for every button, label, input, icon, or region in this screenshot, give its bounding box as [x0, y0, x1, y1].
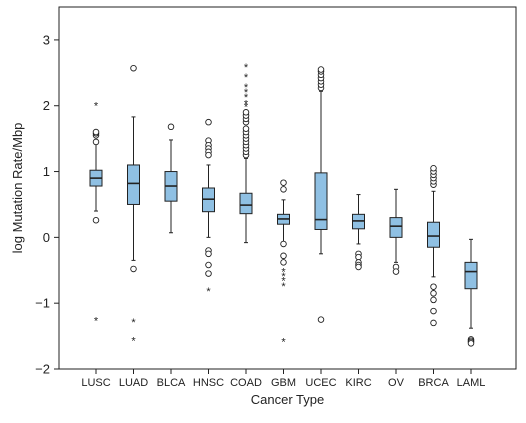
- x-tick-label: HNSC: [193, 377, 224, 389]
- outlier-star: *: [131, 317, 136, 329]
- outlier-star: *: [244, 102, 249, 114]
- box-iqr: [389, 217, 403, 238]
- box-iqr: [314, 172, 328, 230]
- outlier-circle: [280, 179, 287, 186]
- y-axis-title: log Mutation Rate/Mbp: [10, 123, 25, 254]
- outlier-circle: [467, 340, 475, 347]
- x-tick-label: LUAD: [119, 377, 148, 389]
- y-tick-label: 2: [43, 98, 50, 113]
- outlier-star: *: [94, 316, 99, 328]
- outlier-circle: [430, 307, 437, 315]
- outlier-circle: [167, 123, 175, 131]
- outlier-star: *: [244, 87, 249, 99]
- box-brca: [427, 165, 440, 327]
- outlier-circle: [205, 250, 212, 258]
- outlier-star: *: [131, 335, 136, 347]
- box-blca: [164, 123, 178, 234]
- outlier-star: *: [94, 100, 99, 112]
- box-iqr: [239, 192, 253, 215]
- outlier-circle: [430, 165, 437, 172]
- boxes: ** ***************: [89, 62, 478, 349]
- x-tick-label: KIRC: [345, 377, 371, 389]
- outlier-circle: [242, 109, 250, 116]
- box-iqr: [464, 261, 478, 290]
- outlier-circle: [92, 128, 100, 136]
- outlier-star: *: [281, 275, 286, 287]
- x-tick-label: GBM: [271, 377, 296, 389]
- outlier-circle: [392, 268, 400, 275]
- box-hnsc: *: [202, 118, 215, 298]
- outlier-circle: [317, 66, 325, 73]
- outlier-star: *: [244, 82, 249, 94]
- x-tick-label: COAD: [230, 377, 262, 389]
- outlier-circle: [205, 118, 212, 126]
- x-tick-label: LUSC: [81, 377, 110, 389]
- box-iqr: [427, 221, 440, 248]
- y-tick-label: 3: [43, 32, 50, 47]
- outlier-star: *: [281, 266, 286, 278]
- box-iqr: [127, 164, 140, 205]
- box-laml: [464, 238, 478, 347]
- x-axis: LUSC LUAD BLCA HNSC COAD GBM UCEC KIRC OV BRCA LAM…: [81, 369, 485, 389]
- outlier-circle: [355, 253, 362, 261]
- outlier-circle: [280, 259, 287, 266]
- outlier-circle: [430, 319, 437, 327]
- box-gbm: *****: [277, 179, 290, 349]
- outlier-star: *: [281, 271, 286, 283]
- outlier-circle: [130, 64, 137, 72]
- outlier-star: *: [281, 337, 286, 349]
- outlier-star: *: [281, 281, 286, 293]
- outlier-circle: [205, 261, 212, 269]
- x-axis-title: Cancer Type: [251, 392, 324, 407]
- outlier-star: *: [244, 92, 249, 104]
- outlier-circle: [130, 265, 137, 273]
- y-tick-label: −2: [35, 362, 50, 377]
- x-tick-label: LAML: [457, 377, 486, 389]
- outlier-circle: [355, 263, 362, 271]
- outlier-star: *: [244, 98, 249, 110]
- x-tick-label: BRCA: [418, 377, 449, 389]
- outlier-circle: [242, 125, 250, 133]
- box-ucec: [314, 66, 328, 323]
- outlier-circle: [430, 296, 437, 304]
- outlier-star: *: [244, 62, 249, 74]
- box-kirc: [352, 194, 365, 271]
- box-luad: **: [127, 64, 140, 347]
- outlier-circle: [205, 270, 212, 277]
- outlier-circle: [92, 217, 100, 224]
- plot-frame: [58, 6, 517, 370]
- y-axis: −2 −1 0 1 2 3: [35, 32, 59, 377]
- outlier-circle: [92, 138, 100, 146]
- outlier-star: *: [244, 72, 249, 84]
- box-coad: *******: [239, 62, 253, 244]
- x-tick-label: BLCA: [157, 377, 186, 389]
- x-tick-label: UCEC: [305, 377, 336, 389]
- outlier-circle: [280, 252, 287, 260]
- outlier-circle: [430, 283, 437, 290]
- box-ov: [389, 188, 403, 275]
- outlier-circle: [280, 240, 287, 248]
- outlier-circle: [280, 186, 287, 193]
- box-lusc: **: [89, 100, 103, 328]
- outlier-circle: [205, 151, 212, 159]
- outlier-star: *: [206, 286, 211, 298]
- outlier-circle: [430, 290, 437, 297]
- outlier-circle: [317, 316, 325, 323]
- y-tick-label: 0: [43, 230, 50, 245]
- y-tick-label: −1: [35, 296, 50, 311]
- y-tick-label: 1: [43, 164, 50, 179]
- x-tick-label: OV: [388, 377, 405, 389]
